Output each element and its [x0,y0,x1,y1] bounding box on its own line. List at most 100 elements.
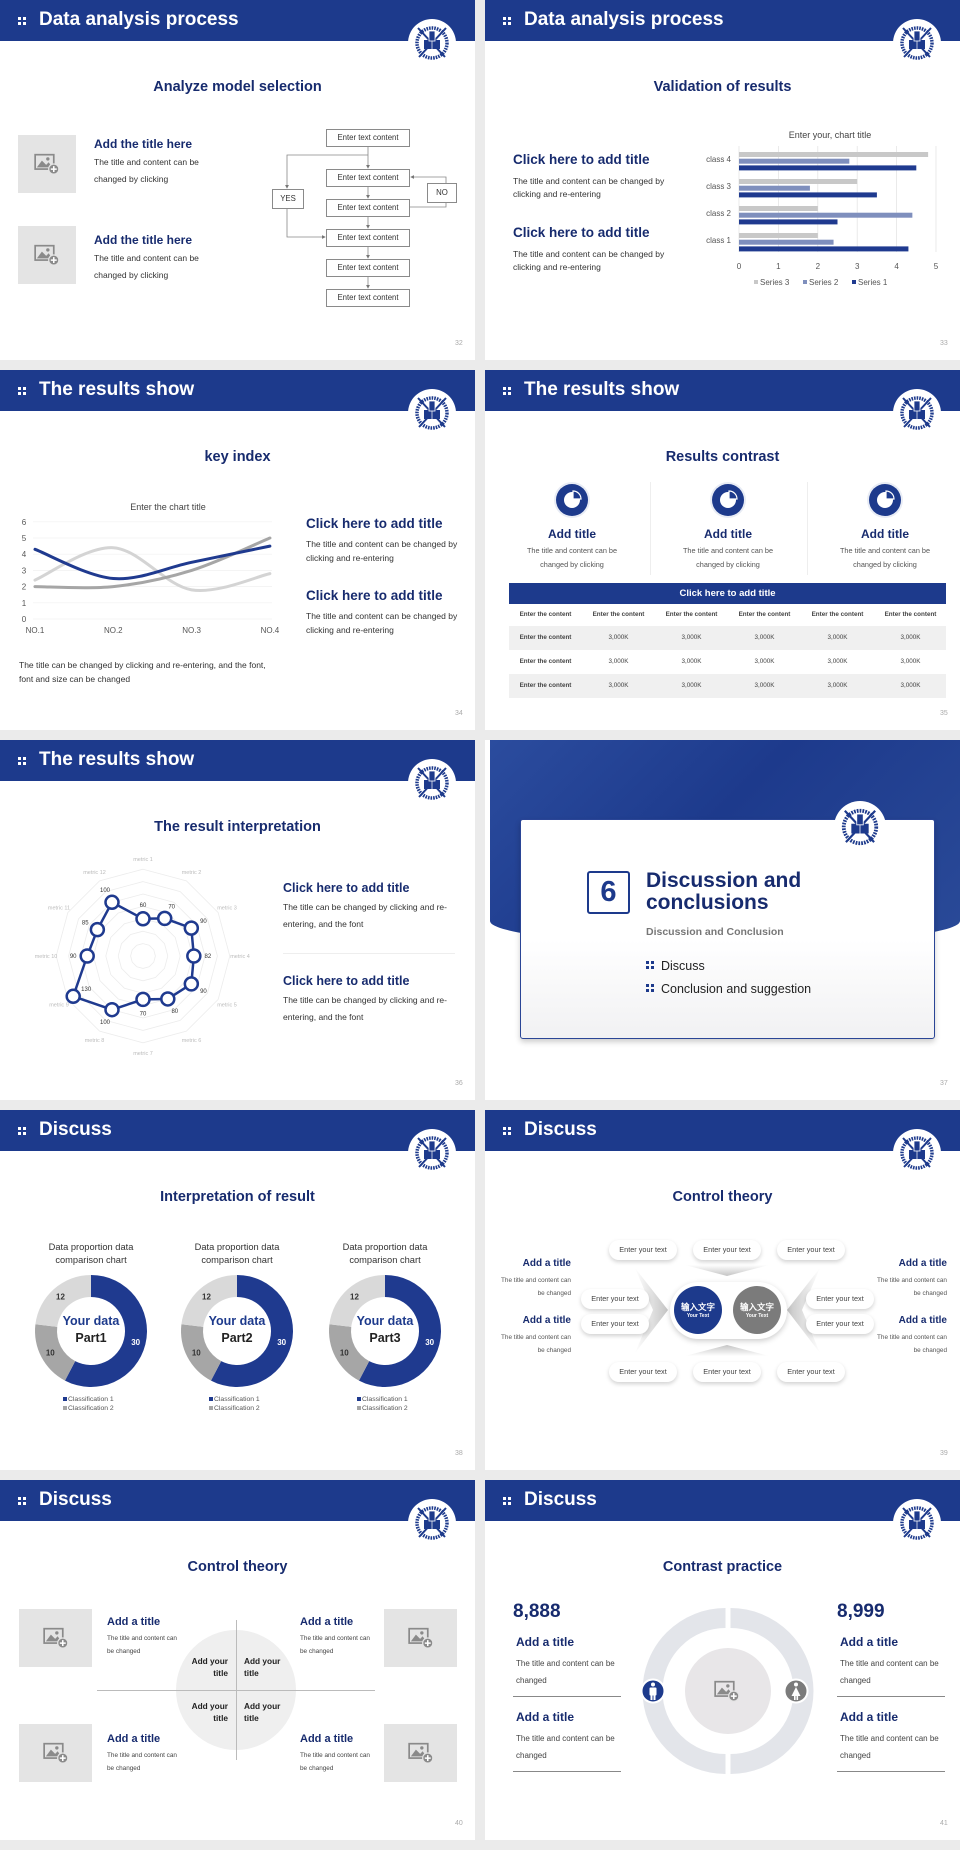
flow-step[interactable]: Enter text content [326,129,410,147]
text-pill[interactable]: Enter your text [777,1362,845,1382]
item-title[interactable]: Click here to add title [513,225,650,240]
item-body[interactable]: The title and content can be changed [840,1659,939,1685]
slide-34[interactable]: The results show Enter the chart title 0 1… [0,370,475,730]
item-title[interactable]: Add a title [516,1710,575,1724]
slide-41[interactable]: Discuss 8,888 Add a title The title and co… [485,1480,960,1840]
slide-32[interactable]: Data analysis process Add the title here… [0,0,475,360]
slide-37[interactable]: 6 Discussion and conclusions Discussion … [485,740,960,1100]
side-title[interactable]: Add a title [522,1258,571,1269]
header-title[interactable]: The results show [524,379,680,400]
side-title[interactable]: Add a title [898,1315,947,1326]
item-body[interactable]: The title and content can be changed by … [306,539,458,563]
bullet-item[interactable]: Conclusion and suggestion [646,982,811,996]
item-body[interactable]: The title and content can be changed [516,1734,615,1760]
item-title[interactable]: Add a title [516,1635,575,1649]
center-circle-blue[interactable]: 输入文字 Your Text [674,1286,722,1334]
center-circle-gray[interactable]: 输入文字 Your Text [733,1286,781,1334]
side-body[interactable]: The title and content can be changed [877,1277,947,1297]
section-title[interactable]: Discussion and conclusions [646,869,802,914]
table-row[interactable]: Enter the content 3,000K 3,000K 3,000K 3,000… [509,650,946,674]
column-title[interactable]: Add title [704,527,752,541]
item-body[interactable]: The title can be changed by clicking and… [283,902,447,929]
image-placeholder[interactable] [18,135,76,193]
item-body[interactable]: The title and content can be changed [107,1752,177,1773]
column-body[interactable]: The title and content can be changed by … [526,546,618,569]
text-pill[interactable]: Enter your text [581,1314,649,1334]
image-placeholder[interactable] [19,1724,92,1782]
slide-36[interactable]: The results show metric 1 metric 2 metric … [0,740,475,1100]
section-title[interactable]: Interpretation of result [160,1189,315,1205]
item-title[interactable]: Add the title here [94,137,193,151]
bullet-item[interactable]: Discuss [646,959,705,973]
table-row[interactable]: Enter the content 3,000K 3,000K 3,000K 3,000… [509,674,946,698]
header-title[interactable]: The results show [39,379,195,400]
flow-step[interactable]: Enter text content [326,229,410,247]
table-title-bar[interactable]: Click here to add title [509,583,946,604]
header-title[interactable]: Discuss [39,1489,112,1510]
item-body[interactable]: The title and content can be changed [840,1734,939,1760]
item-title[interactable]: Add a title [840,1710,899,1724]
item-title[interactable]: Add a title [107,1616,161,1628]
item-title[interactable]: Click here to add title [306,516,443,531]
item-body[interactable]: The title and content can be changed by … [94,157,199,184]
header-title[interactable]: Discuss [39,1119,112,1140]
section-title[interactable]: Contrast practice [662,1559,783,1575]
item-title[interactable]: Click here to add title [306,588,443,603]
item-title[interactable]: Add a title [300,1733,354,1745]
section-title[interactable]: Results contrast [665,449,780,465]
header-title[interactable]: Data analysis process [39,9,239,30]
item-body[interactable]: The title and content can be changed [300,1752,370,1773]
flow-step[interactable]: Enter text content [326,289,410,307]
side-title[interactable]: Add a title [522,1315,571,1326]
quadrant-title[interactable]: Add your title [244,1656,281,1678]
item-body[interactable]: The title and content can be changed by … [513,176,665,199]
item-body[interactable]: The title and content can be changed [516,1659,615,1685]
side-body[interactable]: The title and content can be changed [501,1334,571,1354]
item-body[interactable]: The title and content can be changed by … [513,249,665,272]
header-title[interactable]: Data analysis process [524,9,724,30]
item-title[interactable]: Add a title [840,1635,899,1649]
item-body[interactable]: The title can be changed by clicking and… [283,995,447,1022]
section-title[interactable]: The result interpretation [154,819,321,835]
item-title[interactable]: Click here to add title [283,974,410,988]
text-pill[interactable]: Enter your text [609,1240,677,1260]
text-pill[interactable]: Enter your text [806,1314,874,1334]
text-pill[interactable]: Enter your text [693,1362,761,1382]
text-pill[interactable]: Enter your text [693,1240,761,1260]
item-title[interactable]: Click here to add title [513,152,650,167]
slide-40[interactable]: Discuss Add a title The title and content… [0,1480,475,1840]
flow-step[interactable]: Enter text content [326,169,410,187]
text-pill[interactable]: Enter your text [777,1240,845,1260]
slide-33[interactable]: Data analysis process Click here to add … [485,0,960,360]
section-title[interactable]: Analyze model selection [153,79,322,95]
item-title[interactable]: Click here to add title [283,881,410,895]
side-body[interactable]: The title and content can be changed [877,1334,947,1354]
image-placeholder[interactable] [19,1609,92,1667]
side-title[interactable]: Add a title [898,1258,947,1269]
item-title[interactable]: Add a title [300,1616,354,1628]
item-body[interactable]: The title and content can be changed by … [94,253,199,280]
slide-39[interactable]: Discuss 输入文字 Your Text 输入文字 Your Text En… [485,1110,960,1470]
text-pill[interactable]: Enter your text [609,1362,677,1382]
section-title[interactable]: key index [204,449,271,465]
column-title[interactable]: Add title [548,527,596,541]
image-placeholder[interactable] [384,1724,457,1782]
flow-yes-box[interactable]: YES [272,189,304,209]
text-pill[interactable]: Enter your text [581,1289,649,1309]
side-body[interactable]: The title and content can be changed [501,1277,571,1297]
item-title[interactable]: Add the title here [94,233,193,247]
image-placeholder[interactable] [18,226,76,284]
header-title[interactable]: Discuss [524,1489,597,1510]
quadrant-title[interactable]: Add your title [244,1701,281,1723]
item-body[interactable]: The title and content can be changed [300,1635,370,1656]
item-body[interactable]: The title and content can be changed by … [306,611,458,635]
flow-step[interactable]: Enter text content [326,259,410,277]
slide-38[interactable]: Discuss 30 10 12 30 10 12 30 10 12 Data proporti… [0,1110,475,1470]
flow-no-box[interactable]: NO [427,183,457,203]
text-pill[interactable]: Enter your text [806,1289,874,1309]
column-body[interactable]: The title and content can be changed by … [682,546,774,569]
section-title[interactable]: Validation of results [653,79,792,95]
header-title[interactable]: Discuss [524,1119,597,1140]
column-body[interactable]: The title and content can be changed by … [839,546,931,569]
section-title[interactable]: Control theory [187,1559,288,1575]
